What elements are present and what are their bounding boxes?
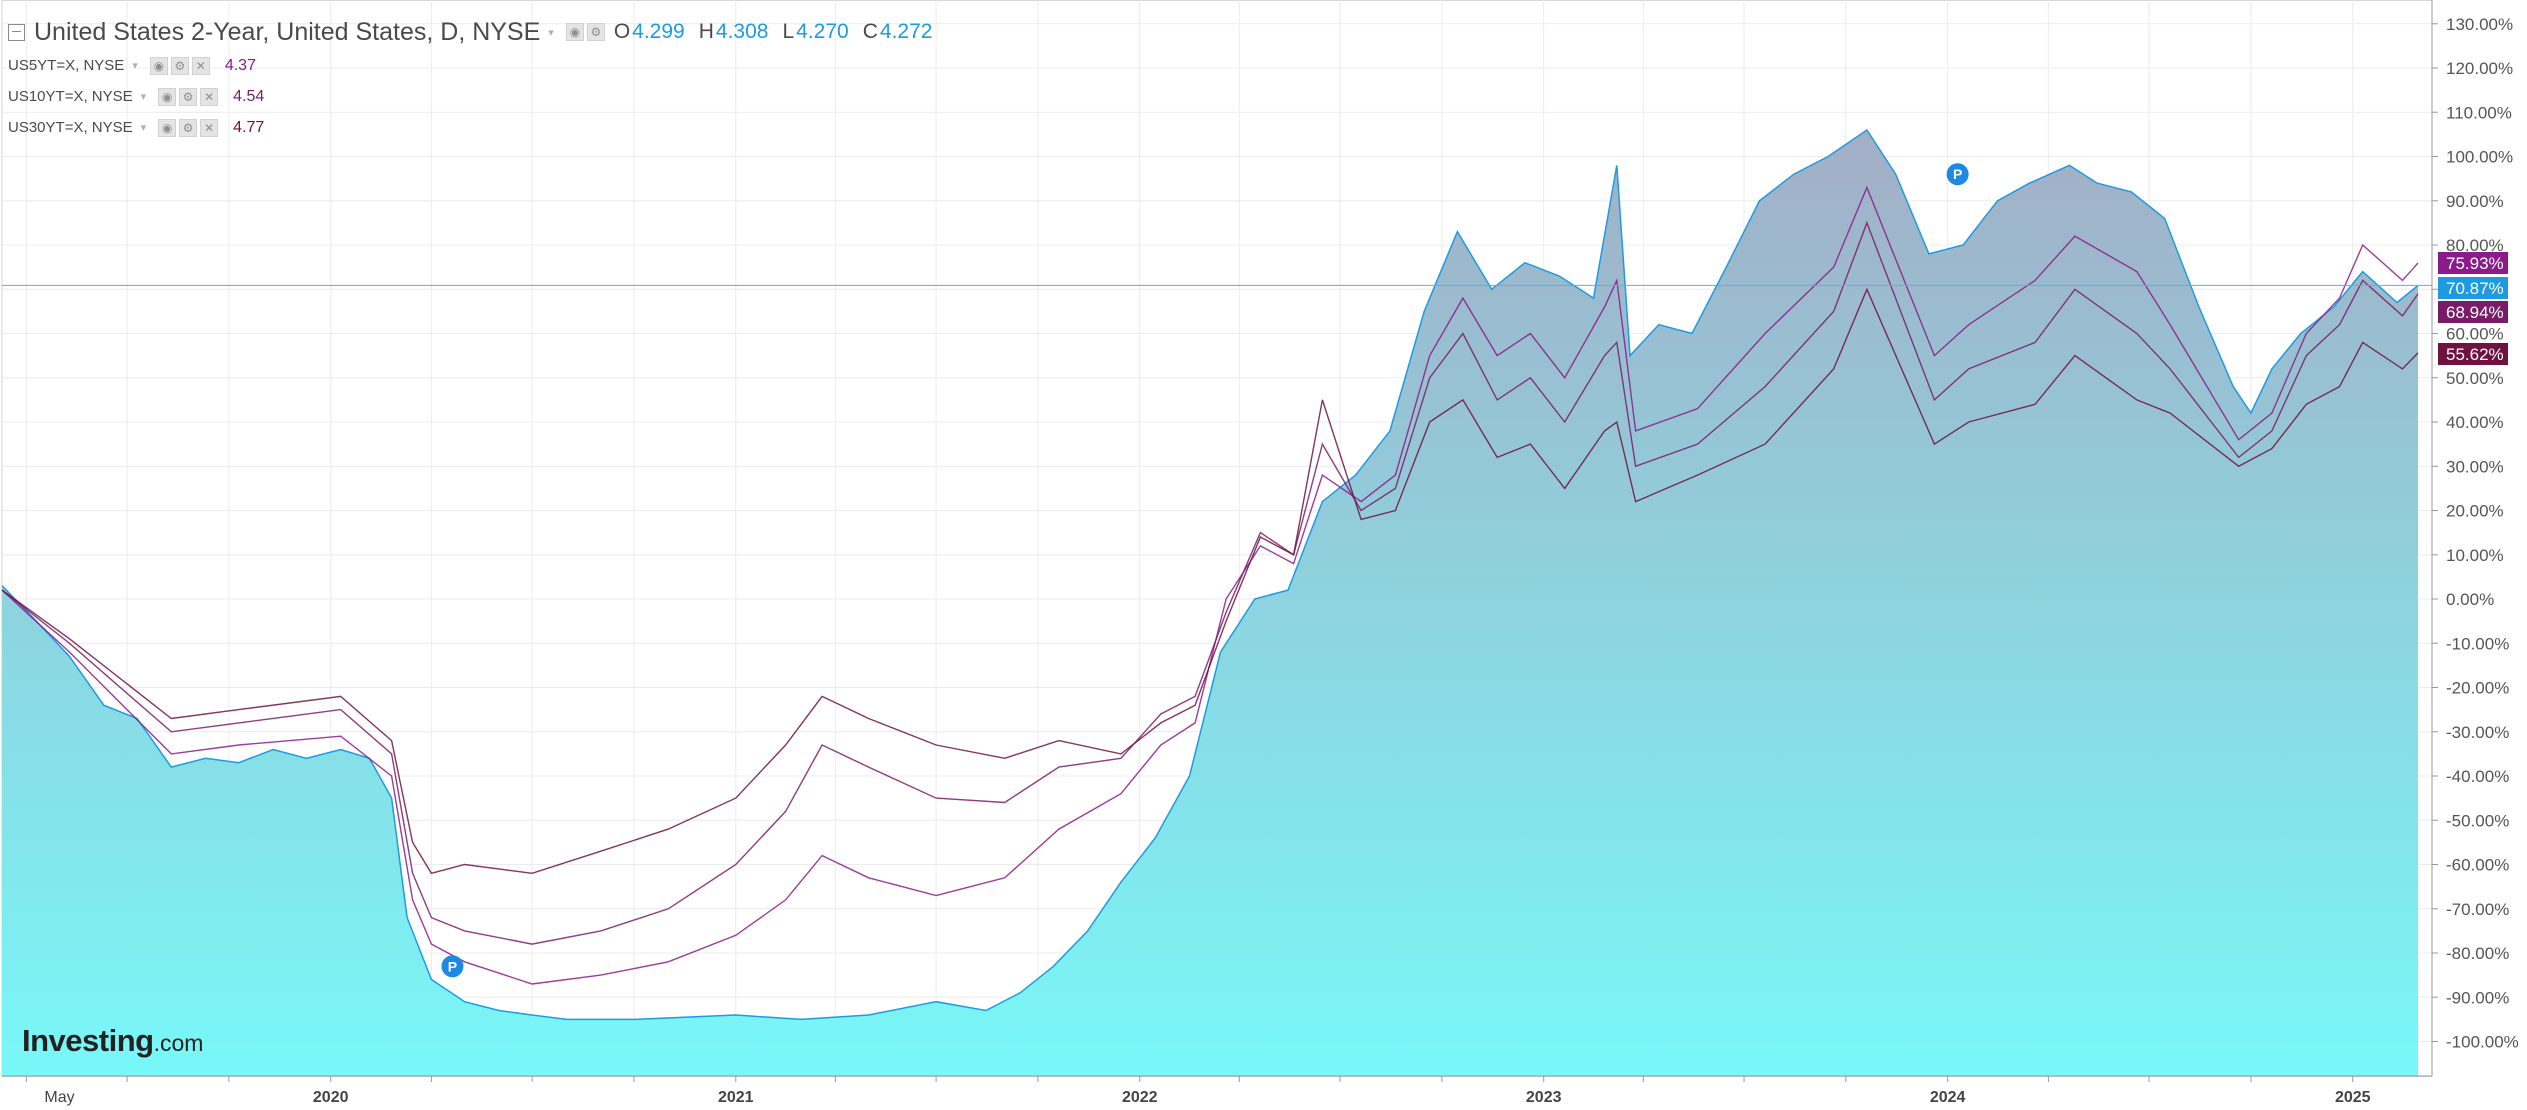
low-label: L: [782, 20, 795, 43]
series-line-us2yt: [1, 128, 2419, 1021]
close-icon[interactable]: ✕: [200, 87, 219, 106]
y-tick-label: -80.00%: [2446, 944, 2509, 963]
legend-row-us10yt: US10YT=X, NYSE ▾ ◉ ⚙ ✕ 4.54: [8, 81, 932, 112]
p-marker-circle: [1946, 163, 1969, 186]
open-value: 4.299: [632, 20, 685, 43]
legend-value-us30yt: 4.77: [233, 118, 265, 136]
close-label: C: [862, 20, 878, 43]
gear-icon[interactable]: ⚙: [179, 87, 198, 106]
badge-label: 55.62%: [2446, 345, 2504, 364]
gear-icon[interactable]: ⚙: [586, 23, 605, 41]
eye-icon[interactable]: ◉: [149, 56, 168, 75]
y-tick-label: 0.00%: [2446, 590, 2494, 609]
y-tick-label: -30.00%: [2446, 723, 2509, 742]
y-tick-label: -50.00%: [2446, 811, 2509, 830]
y-tick-label: -20.00%: [2446, 679, 2509, 698]
y-tick-label: -60.00%: [2446, 856, 2509, 875]
legend-name-us10yt[interactable]: US10YT=X, NYSE: [8, 88, 133, 105]
gear-icon[interactable]: ⚙: [179, 118, 198, 137]
low-value: 4.270: [796, 20, 849, 43]
series-line-us5yt: [1, 185, 2419, 985]
legend-name-us30yt[interactable]: US30YT=X, NYSE: [8, 119, 133, 136]
legend-row-us5yt: US5YT=X, NYSE ▾ ◉ ⚙ ✕ 4.37: [8, 50, 932, 81]
p-marker-label: P: [1953, 166, 1962, 182]
y-tick-label: 90.00%: [2446, 192, 2504, 211]
legend-row-us30yt: US30YT=X, NYSE ▾ ◉ ⚙ ✕ 4.77: [8, 112, 932, 143]
legend-value-us5yt: 4.37: [224, 56, 256, 74]
badge-bg: [2438, 252, 2508, 274]
x-tick-label: 2020: [313, 1089, 349, 1106]
badge-us2yt: 70.87%: [2438, 277, 2508, 299]
y-tick-label: -100.00%: [2446, 1033, 2519, 1052]
chevron-down-icon[interactable]: ▾: [140, 91, 147, 103]
badge-label: 75.93%: [2446, 254, 2504, 273]
logo-brand: Investing: [22, 1023, 154, 1058]
y-tick-label: -10.00%: [2446, 634, 2509, 653]
legend-main-row: United States 2-Year, United States, D, …: [8, 14, 932, 50]
p-marker-circle: [441, 955, 464, 978]
y-tick-label: 100.00%: [2446, 148, 2513, 167]
x-tick-label: 2025: [2335, 1089, 2371, 1106]
x-tick-label: 2024: [1930, 1089, 1966, 1106]
x-tick-label: 2021: [718, 1089, 754, 1106]
gear-icon[interactable]: ⚙: [170, 56, 189, 75]
chart-legend: United States 2-Year, United States, D, …: [8, 14, 932, 143]
badge-bg: [2438, 301, 2508, 323]
legend-value-us10yt: 4.54: [233, 87, 265, 105]
high-label: H: [698, 20, 714, 43]
close-value: 4.272: [879, 20, 933, 43]
p-marker-icon[interactable]: P: [441, 955, 464, 978]
open-label: O: [613, 20, 631, 43]
badge-bg: [2438, 277, 2508, 299]
eye-icon[interactable]: ◉: [565, 23, 584, 41]
y-tick-label: 60.00%: [2446, 325, 2504, 344]
area-fill-us2yt: [2, 130, 2419, 1076]
y-axis: 130.00% 120.00% 110.00% 100.00% 90.00% 80.00%…: [2432, 15, 2519, 1052]
legend-name-us5yt[interactable]: US5YT=X, NYSE: [8, 57, 125, 74]
y-tick-label: 80.00%: [2446, 236, 2504, 255]
eye-icon[interactable]: ◉: [158, 118, 177, 137]
y-tick-label: -40.00%: [2446, 767, 2509, 786]
badge-label: 68.94%: [2446, 303, 2504, 322]
high-value: 4.308: [715, 20, 769, 43]
x-tick-label: 2022: [1122, 1089, 1158, 1106]
chevron-down-icon[interactable]: ▾: [132, 60, 138, 72]
investing-logo: Investing.com: [22, 1023, 203, 1059]
badge-us30yt: 55.62%: [2438, 343, 2508, 365]
p-marker-icon[interactable]: P: [1946, 163, 1969, 186]
x-tick-label: 2023: [1526, 1089, 1562, 1106]
y-tick-label: 110.00%: [2446, 103, 2512, 122]
chevron-down-icon[interactable]: ▾: [140, 122, 147, 134]
y-tick-label: -70.00%: [2446, 900, 2509, 919]
y-tick-label: 20.00%: [2446, 502, 2504, 521]
y-tick-label: -90.00%: [2446, 988, 2509, 1007]
y-tick-label: 50.00%: [2446, 369, 2504, 388]
badge-us5yt: 75.93%: [2438, 252, 2508, 274]
y-tick-label: 130.00%: [2446, 15, 2513, 34]
logo-suffix: .com: [153, 1030, 204, 1056]
close-icon[interactable]: ✕: [191, 56, 210, 75]
y-tick-label: 120.00%: [2446, 59, 2513, 78]
y-tick-label: 10.00%: [2446, 546, 2504, 565]
x-tick-label: May: [44, 1089, 74, 1106]
x-axis: May 2020 2021 2022 2023 2024 2025: [25, 1076, 2371, 1106]
badge-label: 70.87%: [2446, 279, 2504, 298]
close-icon[interactable]: ✕: [200, 118, 219, 137]
series-line-us30yt: [1, 287, 2419, 875]
y-tick-label: 40.00%: [2446, 413, 2504, 432]
badge-bg: [2438, 343, 2508, 365]
y-tick-label: 30.00%: [2446, 457, 2504, 476]
main-series-title[interactable]: United States 2-Year, United States, D, …: [34, 17, 541, 46]
collapse-box-icon[interactable]: [8, 23, 25, 41]
p-marker-label: P: [448, 958, 457, 974]
badge-us10yt: 68.94%: [2438, 301, 2508, 323]
chevron-down-icon[interactable]: ▾: [548, 26, 554, 39]
series-line-us10yt: [1, 220, 2419, 945]
eye-icon[interactable]: ◉: [158, 87, 177, 106]
